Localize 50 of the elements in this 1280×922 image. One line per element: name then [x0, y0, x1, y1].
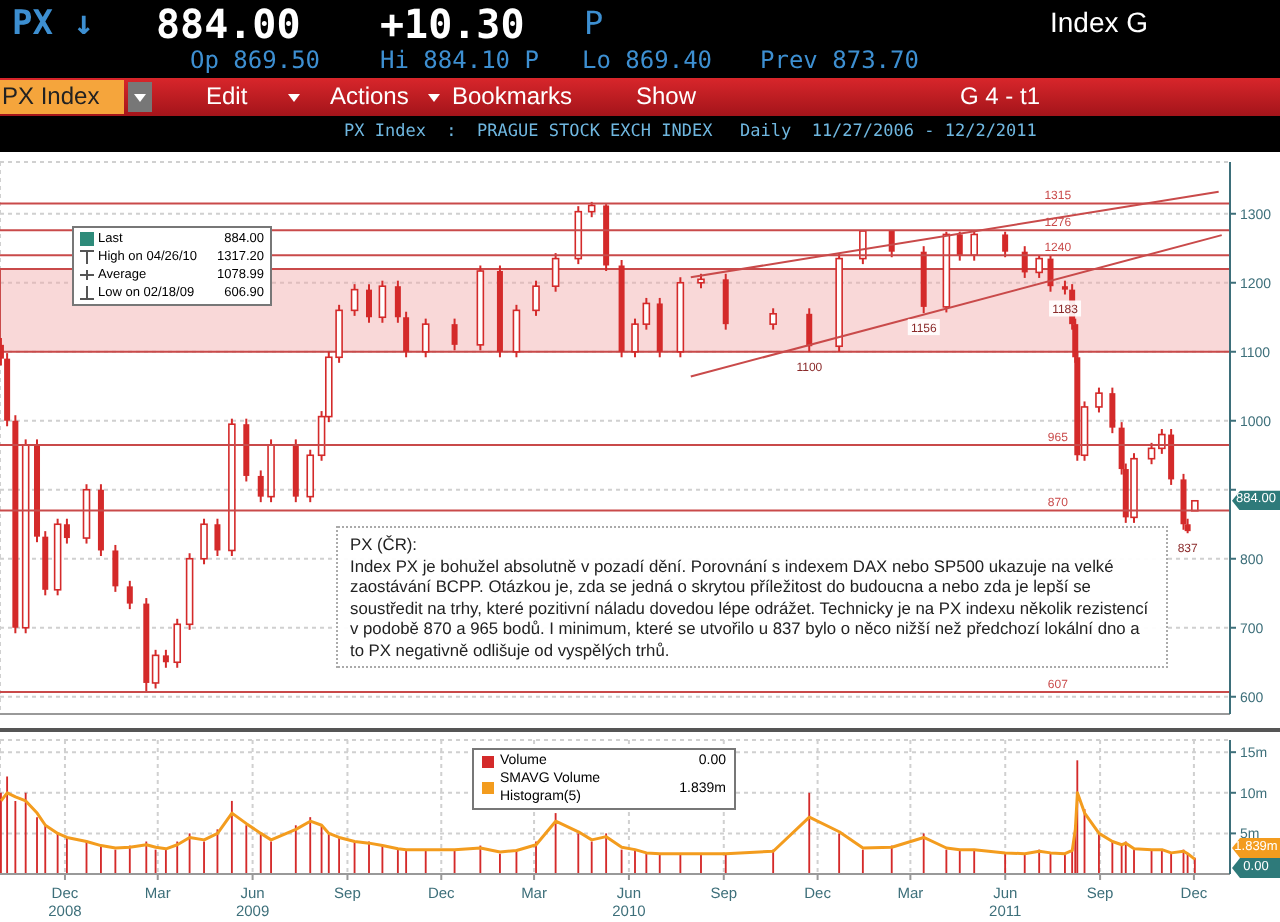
candlestick [574, 205, 583, 266]
text: Lo 869.40 [582, 46, 713, 74]
candlestick [722, 272, 729, 331]
annotation: Index PX je bohužel absolutně v pozadí dění. Porovnání s indexem DAX nebo SP500 ukazuje na velké zaostávání BCPP. Otázkou je, zda se jedná o skrytou příležitost do budoucna a nebo zda je lepší se soustředit na trhy, které pozitivní náladu dovedou lépe odrážet. Technicky je na PX indexu několik rezistencí v podobě 870 a 965 bodů. I minimum, které se utvořilo u 837 bylo o něco nižší než předchozí lokální dno a to PX negativně odlišuje od vyspělých trhů. [350, 555, 1151, 660]
candlestick [551, 252, 560, 293]
candlestick [1180, 472, 1187, 531]
candlestick [394, 279, 401, 324]
text: Prev 873.70 [760, 46, 919, 74]
candlestick [350, 283, 359, 317]
text: G 4 - t1 [960, 82, 1041, 110]
candlestick [806, 307, 813, 353]
text: Hi 884.10 P [380, 46, 539, 74]
candlestick [1002, 230, 1009, 259]
text: +10.30 [380, 0, 525, 48]
text: Actions [330, 82, 409, 110]
text: Bookmarks [452, 82, 573, 110]
candlestick [1109, 386, 1116, 435]
text: Op 869.50 [190, 46, 321, 74]
candlestick [956, 230, 963, 262]
candlestick [378, 279, 387, 324]
text: PX ↓ [12, 4, 94, 44]
text: 884.00 [156, 0, 301, 48]
text: PX Index [2, 82, 100, 110]
annotation: PX (ČR): [350, 534, 419, 555]
candlestick [512, 303, 521, 359]
text: Show [636, 82, 697, 110]
candlestick [1095, 386, 1103, 414]
chart-title: PX Index : PRAGUE STOCK EXCH INDEX [344, 122, 713, 142]
candlestick [421, 317, 430, 359]
candlestick [631, 317, 639, 359]
line-series [0, 791, 1197, 861]
candlestick [970, 230, 979, 262]
candlestick [642, 296, 651, 331]
candlestick [403, 310, 410, 359]
candlestick [1035, 254, 1043, 279]
text: Edit [206, 82, 248, 110]
candlestick [769, 307, 777, 331]
candlestick [200, 517, 208, 566]
candlestick [214, 517, 221, 557]
candlestick [532, 279, 540, 317]
candlestick [306, 448, 315, 504]
candlestick [112, 543, 119, 593]
chart-subtitle: Daily 11/27/2006 - 12/2/2011 [740, 122, 1037, 142]
candlestick [366, 283, 372, 324]
candlestick [1047, 254, 1054, 293]
candlestick [451, 317, 458, 352]
text: Index G [1050, 6, 1149, 38]
text: P [584, 4, 604, 42]
candlestick [126, 579, 133, 611]
candlestick [173, 617, 182, 669]
